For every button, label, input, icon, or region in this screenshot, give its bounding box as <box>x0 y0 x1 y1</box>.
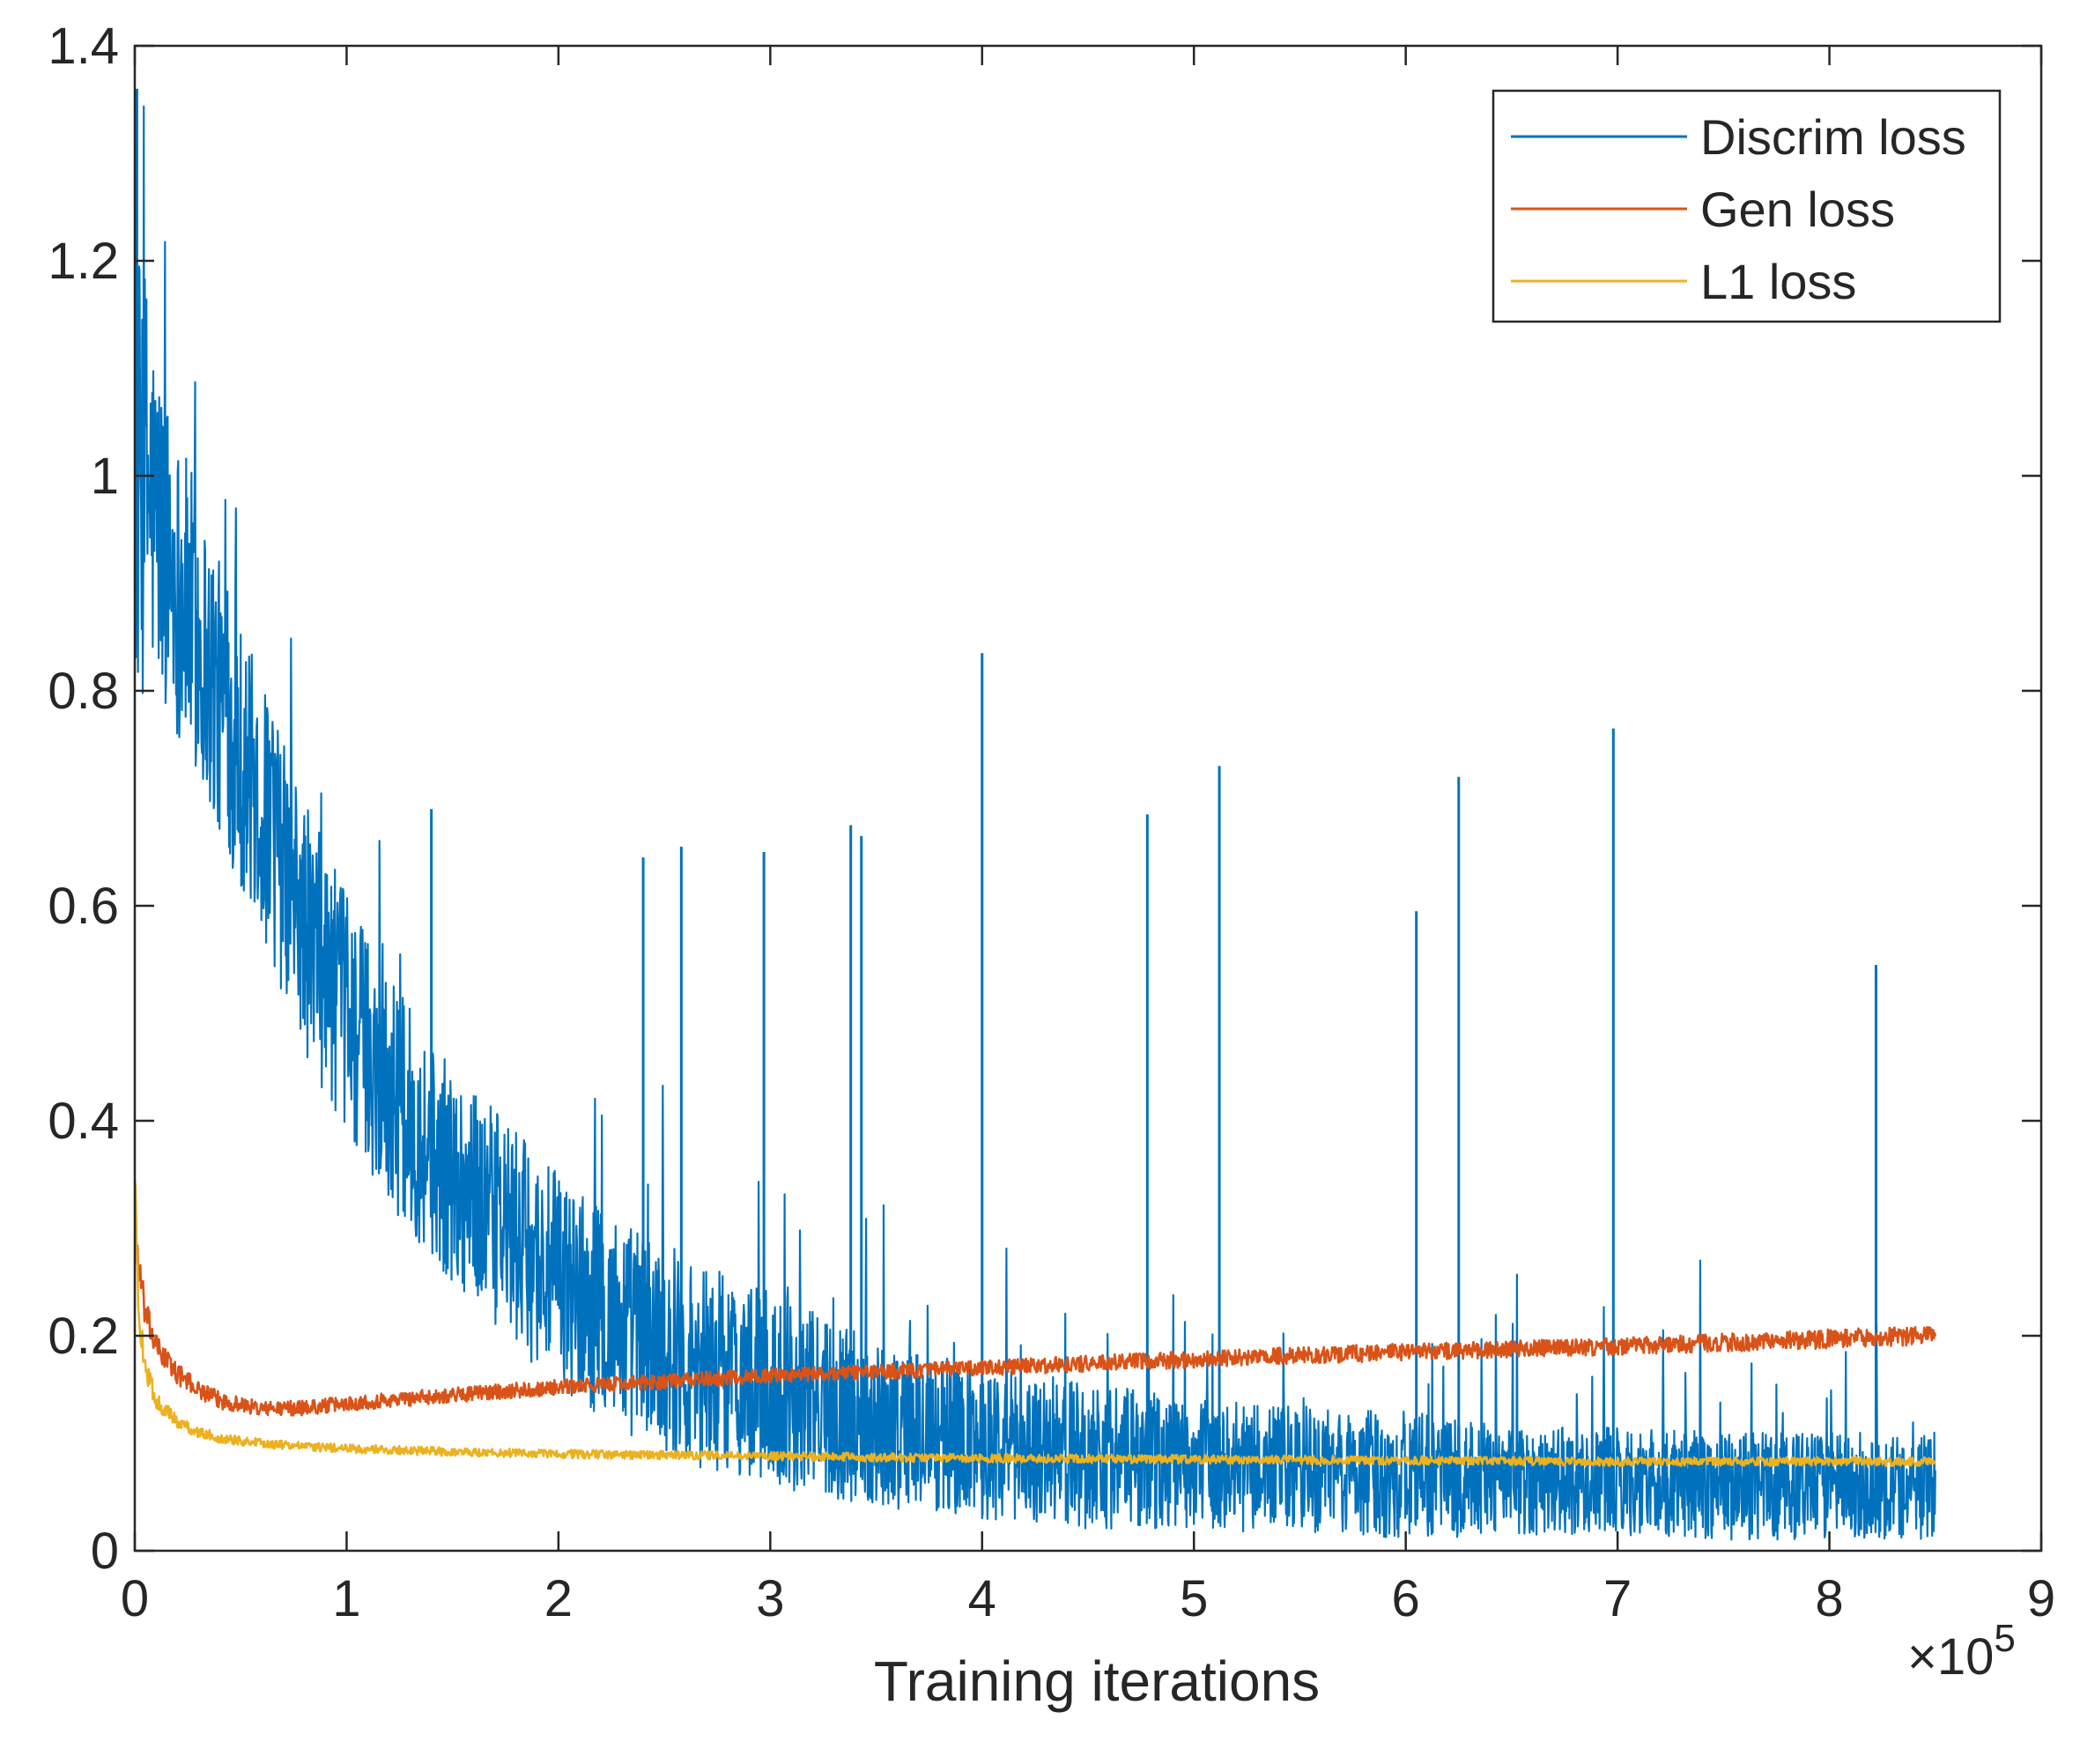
x-axis-exponent-base: ×10 <box>1907 1628 1994 1686</box>
series-line-discrim-loss <box>133 105 1936 1541</box>
legend-entry-label: Gen loss <box>1700 182 1895 237</box>
series-line-l1-loss <box>133 1180 1936 1467</box>
x-axis-exponent: ×105 <box>1907 1617 2016 1686</box>
x-tick-label: 8 <box>1815 1570 1843 1627</box>
legend: Discrim loss Gen loss L1 loss <box>1492 89 2002 323</box>
y-tick-label: 0.4 <box>48 1093 119 1150</box>
labels-layer: Training iterations ×105 <box>874 1617 2016 1713</box>
legend-box <box>1492 89 2002 323</box>
y-tick-label: 1 <box>91 448 119 505</box>
y-tick-label: 0 <box>91 1523 119 1580</box>
x-tick-label: 9 <box>2027 1570 2055 1627</box>
x-axis-title: Training iterations <box>874 1649 1320 1713</box>
legend-entry-label: L1 loss <box>1700 254 1856 309</box>
series-line-gen-loss <box>134 1234 1937 1417</box>
x-tick-label: 1 <box>332 1570 360 1627</box>
series-layer <box>133 88 1937 1541</box>
y-tick-label: 1.4 <box>48 18 119 75</box>
y-tick-label: 1.2 <box>48 233 119 290</box>
x-tick-label: 0 <box>121 1570 149 1627</box>
y-tick-label: 0.2 <box>48 1308 119 1365</box>
y-tick-label: 0.8 <box>48 663 119 720</box>
x-tick-label: 5 <box>1180 1570 1208 1627</box>
x-tick-label: 7 <box>1603 1570 1632 1627</box>
x-tick-label: 6 <box>1392 1570 1420 1627</box>
y-tick-label: 0.6 <box>48 878 119 935</box>
x-tick-label: 2 <box>544 1570 573 1627</box>
x-tick-label: 4 <box>968 1570 996 1627</box>
x-tick-label: 3 <box>756 1570 784 1627</box>
plot-area-frame <box>133 44 2043 1553</box>
legend-entry-label: Discrim loss <box>1700 109 1966 165</box>
x-axis-exponent-power: 5 <box>1994 1617 2015 1660</box>
ticks-layer: 0 1 2 3 4 5 6 7 8 9 0 0.2 0.4 0.6 0.8 1 1.2 1.4 <box>48 18 2055 1627</box>
